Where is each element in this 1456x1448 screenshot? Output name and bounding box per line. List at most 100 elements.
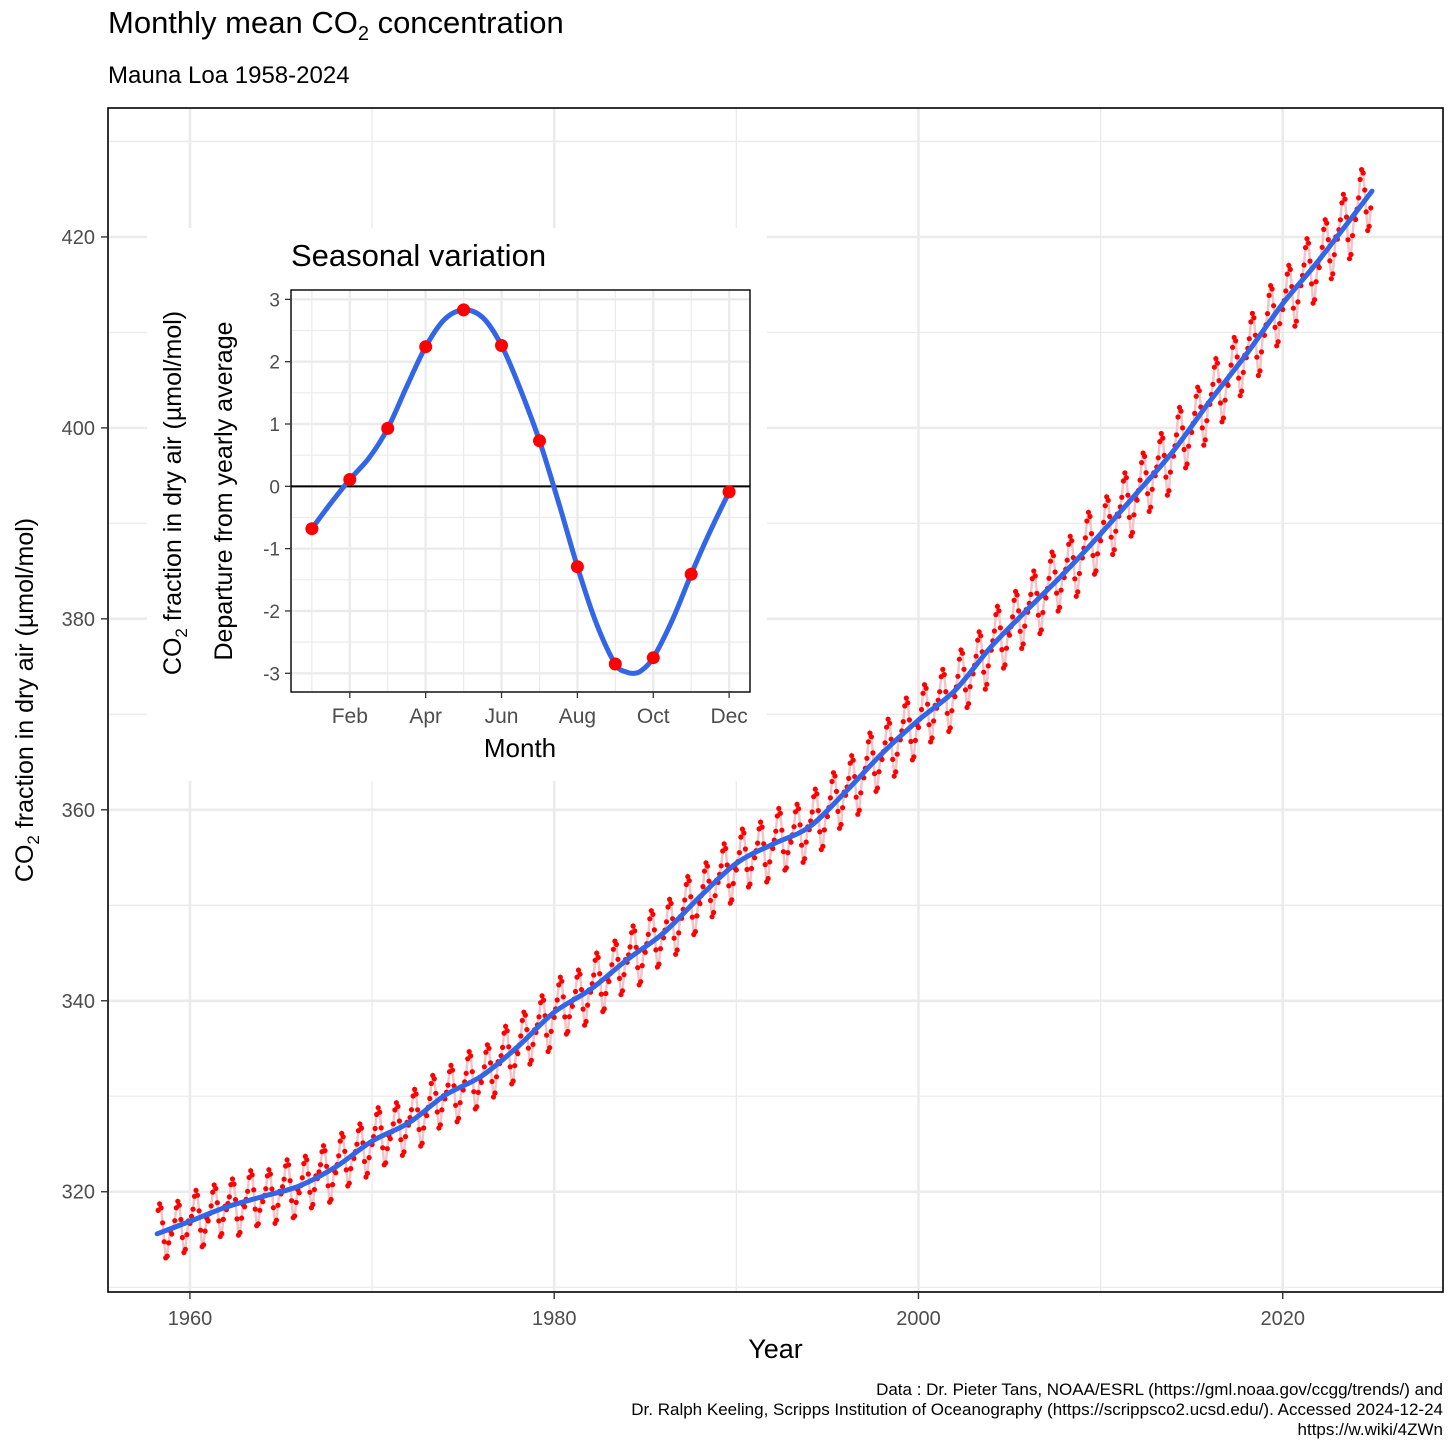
monthly-point — [184, 1232, 190, 1238]
monthly-point — [214, 1200, 220, 1206]
monthly-point — [1145, 491, 1151, 497]
inset-point — [608, 657, 622, 671]
monthly-point — [1225, 382, 1231, 388]
monthly-point — [961, 666, 967, 672]
monthly-point — [999, 647, 1005, 653]
monthly-point — [833, 788, 840, 795]
monthly-point — [838, 821, 844, 828]
monthly-point — [651, 927, 658, 933]
monthly-point — [908, 738, 914, 745]
monthly-point — [1199, 425, 1205, 431]
monthly-point — [955, 673, 961, 679]
monthly-point — [1213, 356, 1219, 362]
monthly-point — [956, 656, 963, 662]
monthly-point — [1356, 195, 1362, 201]
monthly-point — [483, 1049, 489, 1055]
monthly-point — [249, 1172, 255, 1178]
monthly-point — [609, 962, 615, 968]
monthly-point — [210, 1189, 216, 1195]
monthly-point — [366, 1155, 372, 1161]
monthly-point — [891, 773, 897, 779]
monthly-point — [434, 1109, 440, 1115]
monthly-point — [1102, 503, 1108, 509]
monthly-point — [884, 724, 890, 730]
monthly-point — [905, 700, 911, 706]
monthly-point — [739, 826, 746, 832]
monthly-point — [926, 722, 932, 728]
monthly-point — [1090, 552, 1096, 559]
monthly-point — [193, 1187, 199, 1193]
monthly-point — [981, 669, 987, 675]
monthly-point — [893, 769, 899, 775]
main-panel-border — [107, 107, 1444, 1293]
monthly-point — [621, 972, 627, 978]
monthly-point — [293, 1199, 299, 1205]
monthly-point — [358, 1125, 365, 1131]
monthly-point — [829, 778, 835, 785]
monthly-point — [500, 1044, 506, 1050]
monthly-point — [718, 863, 724, 869]
monthly-point — [1240, 369, 1246, 375]
monthly-point — [481, 1064, 487, 1070]
monthly-point — [1072, 576, 1078, 582]
x-tick-label: 2020 — [1260, 1308, 1305, 1330]
monthly-point — [1075, 589, 1081, 595]
monthly-point — [1211, 364, 1217, 370]
monthly-point — [1339, 200, 1345, 206]
monthly-point — [1307, 258, 1313, 264]
monthly-point — [528, 1057, 535, 1063]
monthly-point — [1011, 597, 1017, 603]
monthly-point — [1158, 430, 1164, 437]
monthly-point — [299, 1175, 305, 1181]
monthly-point — [1249, 310, 1255, 316]
monthly-point — [1312, 297, 1318, 303]
monthly-point — [645, 931, 651, 938]
monthly-point — [1228, 362, 1234, 368]
monthly-point — [267, 1171, 273, 1177]
monthly-point — [1264, 311, 1271, 317]
monthly-point — [343, 1167, 349, 1173]
monthly-point — [815, 808, 821, 814]
monthly-point — [565, 1028, 571, 1035]
inset-point — [457, 303, 471, 317]
monthly-point — [1284, 271, 1290, 277]
monthly-point — [947, 725, 953, 731]
monthly-point — [1052, 569, 1058, 575]
monthly-point — [1073, 593, 1079, 599]
inset-background — [147, 228, 767, 781]
inset-point — [646, 651, 660, 665]
monthly-point — [166, 1240, 172, 1246]
monthly-point — [709, 914, 715, 920]
monthly-point — [445, 1082, 451, 1088]
monthly-point — [985, 663, 991, 669]
monthly-point — [633, 944, 639, 950]
monthly-point — [809, 809, 815, 815]
monthly-point — [448, 1062, 454, 1068]
monthly-point — [1160, 435, 1166, 441]
monthly-point — [333, 1170, 339, 1176]
monthly-point — [194, 1192, 201, 1198]
monthly-point — [1064, 557, 1070, 563]
monthly-point — [799, 842, 805, 848]
monthly-point — [733, 867, 739, 873]
monthly-point — [765, 875, 771, 882]
y-tick-label: 420 — [62, 227, 95, 249]
monthly-point — [583, 1018, 589, 1025]
monthly-point — [375, 1105, 381, 1111]
monthly-point — [377, 1109, 383, 1115]
monthly-point — [507, 1064, 513, 1070]
inset-grid — [291, 290, 750, 692]
monthly-point — [1028, 591, 1034, 598]
monthly-point — [797, 822, 803, 828]
monthly-point — [1163, 474, 1169, 480]
monthly-point — [572, 988, 579, 995]
inset-y-tick-label: 2 — [269, 353, 280, 374]
monthly-point — [1255, 372, 1261, 379]
monthly-point — [284, 1157, 290, 1163]
monthly-point — [562, 1014, 568, 1020]
monthly-point — [1142, 453, 1148, 459]
monthly-point — [287, 1178, 293, 1184]
monthly-point — [796, 806, 802, 812]
monthly-point — [1166, 488, 1172, 494]
monthly-point — [668, 900, 674, 907]
